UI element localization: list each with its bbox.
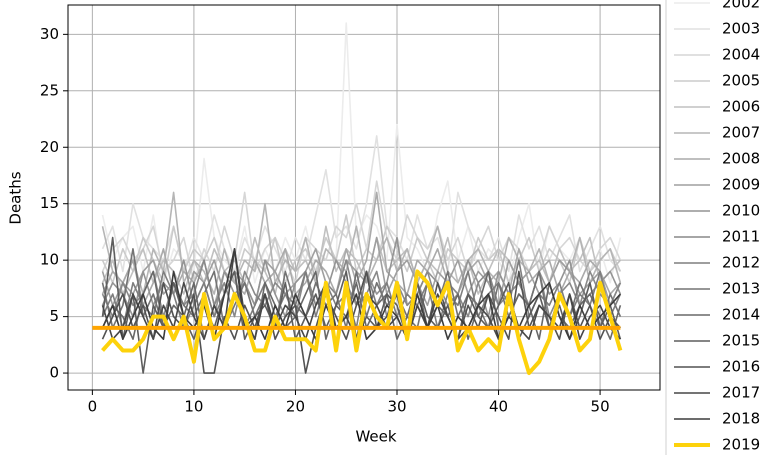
y-tick-label: 10 [40, 251, 59, 269]
x-tick-label: 30 [387, 398, 406, 416]
legend-frame [665, 0, 667, 455]
legend-label: 2014 [722, 306, 760, 324]
legend-label: 2015 [722, 332, 760, 350]
y-tick-label: 5 [49, 307, 59, 325]
legend-label: 2008 [722, 150, 760, 168]
y-tick-label: 15 [40, 194, 59, 212]
legend-label: 2004 [722, 46, 760, 64]
legend-label: 2019 [722, 436, 760, 454]
y-axis-label: Deaths [7, 171, 25, 224]
legend-label: 2013 [722, 280, 760, 298]
series-line [101, 236, 622, 307]
series-line [101, 191, 622, 295]
y-tick-label: 30 [40, 25, 59, 43]
series-line [101, 269, 623, 376]
series-line [101, 214, 622, 284]
y-tick-label: 20 [40, 138, 59, 156]
plot-frame [67, 4, 661, 391]
legend-label: 2007 [722, 124, 760, 142]
legend-label: 2010 [722, 202, 760, 220]
x-tick-label: 40 [489, 398, 508, 416]
x-tick-label: 50 [591, 398, 610, 416]
legend-label: 2009 [722, 176, 760, 194]
x-tick-label: 10 [184, 398, 203, 416]
x-tick-label: 0 [88, 398, 98, 416]
legend-label: 2002 [722, 0, 760, 12]
legend-label: 2003 [722, 20, 760, 38]
y-tick-label: 0 [49, 364, 59, 382]
legend-label: 2017 [722, 384, 760, 402]
y-tick-label: 25 [40, 81, 59, 99]
legend-label: 2012 [722, 254, 760, 272]
series-line [101, 191, 621, 307]
legend-label: 2006 [722, 98, 760, 116]
series-line [101, 270, 621, 374]
x-tick-label: 20 [286, 398, 305, 416]
x-axis-label: Week [355, 428, 396, 446]
legend-label: 2018 [722, 410, 760, 428]
legend-label: 2016 [722, 358, 760, 376]
legend-label: 2005 [722, 72, 760, 90]
legend-label: 2011 [722, 228, 760, 246]
